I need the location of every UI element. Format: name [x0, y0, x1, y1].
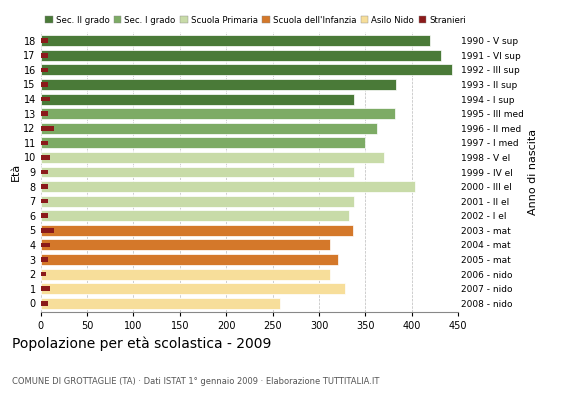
Bar — [41, 240, 330, 250]
Bar — [41, 257, 48, 262]
Bar — [41, 94, 354, 104]
Bar — [41, 137, 365, 148]
Y-axis label: Anno di nascita: Anno di nascita — [528, 129, 538, 215]
Bar — [41, 199, 48, 204]
Bar — [41, 152, 384, 163]
Bar — [41, 301, 48, 306]
Bar — [41, 155, 50, 160]
Bar — [41, 225, 353, 236]
Bar — [41, 123, 376, 134]
Legend: Sec. II grado, Sec. I grado, Scuola Primaria, Scuola dell'Infanzia, Asilo Nido, : Sec. II grado, Sec. I grado, Scuola Prim… — [45, 16, 466, 25]
Bar — [41, 269, 330, 280]
Bar — [41, 170, 48, 174]
Bar — [41, 108, 395, 119]
Bar — [41, 140, 48, 145]
Bar — [41, 82, 48, 87]
Bar — [41, 196, 354, 207]
Bar — [41, 68, 48, 72]
Bar — [41, 254, 338, 265]
Bar — [41, 111, 48, 116]
Bar — [41, 79, 396, 90]
Bar — [41, 38, 48, 43]
Bar — [41, 214, 48, 218]
Bar — [41, 210, 349, 221]
Bar — [41, 35, 430, 46]
Bar — [41, 298, 280, 309]
Bar — [41, 50, 441, 61]
Bar — [41, 286, 50, 291]
Bar — [41, 228, 53, 233]
Bar — [41, 283, 345, 294]
Bar — [41, 64, 452, 75]
Bar — [41, 272, 46, 276]
Bar — [41, 97, 50, 101]
Text: Popolazione per età scolastica - 2009: Popolazione per età scolastica - 2009 — [12, 336, 271, 351]
Y-axis label: Età: Età — [10, 163, 20, 181]
Bar — [41, 184, 48, 189]
Bar — [41, 181, 415, 192]
Bar — [41, 243, 50, 247]
Text: COMUNE DI GROTTAGLIE (TA) · Dati ISTAT 1° gennaio 2009 · Elaborazione TUTTITALIA: COMUNE DI GROTTAGLIE (TA) · Dati ISTAT 1… — [12, 377, 379, 386]
Bar — [41, 126, 53, 130]
Bar — [41, 166, 354, 178]
Bar — [41, 53, 48, 58]
